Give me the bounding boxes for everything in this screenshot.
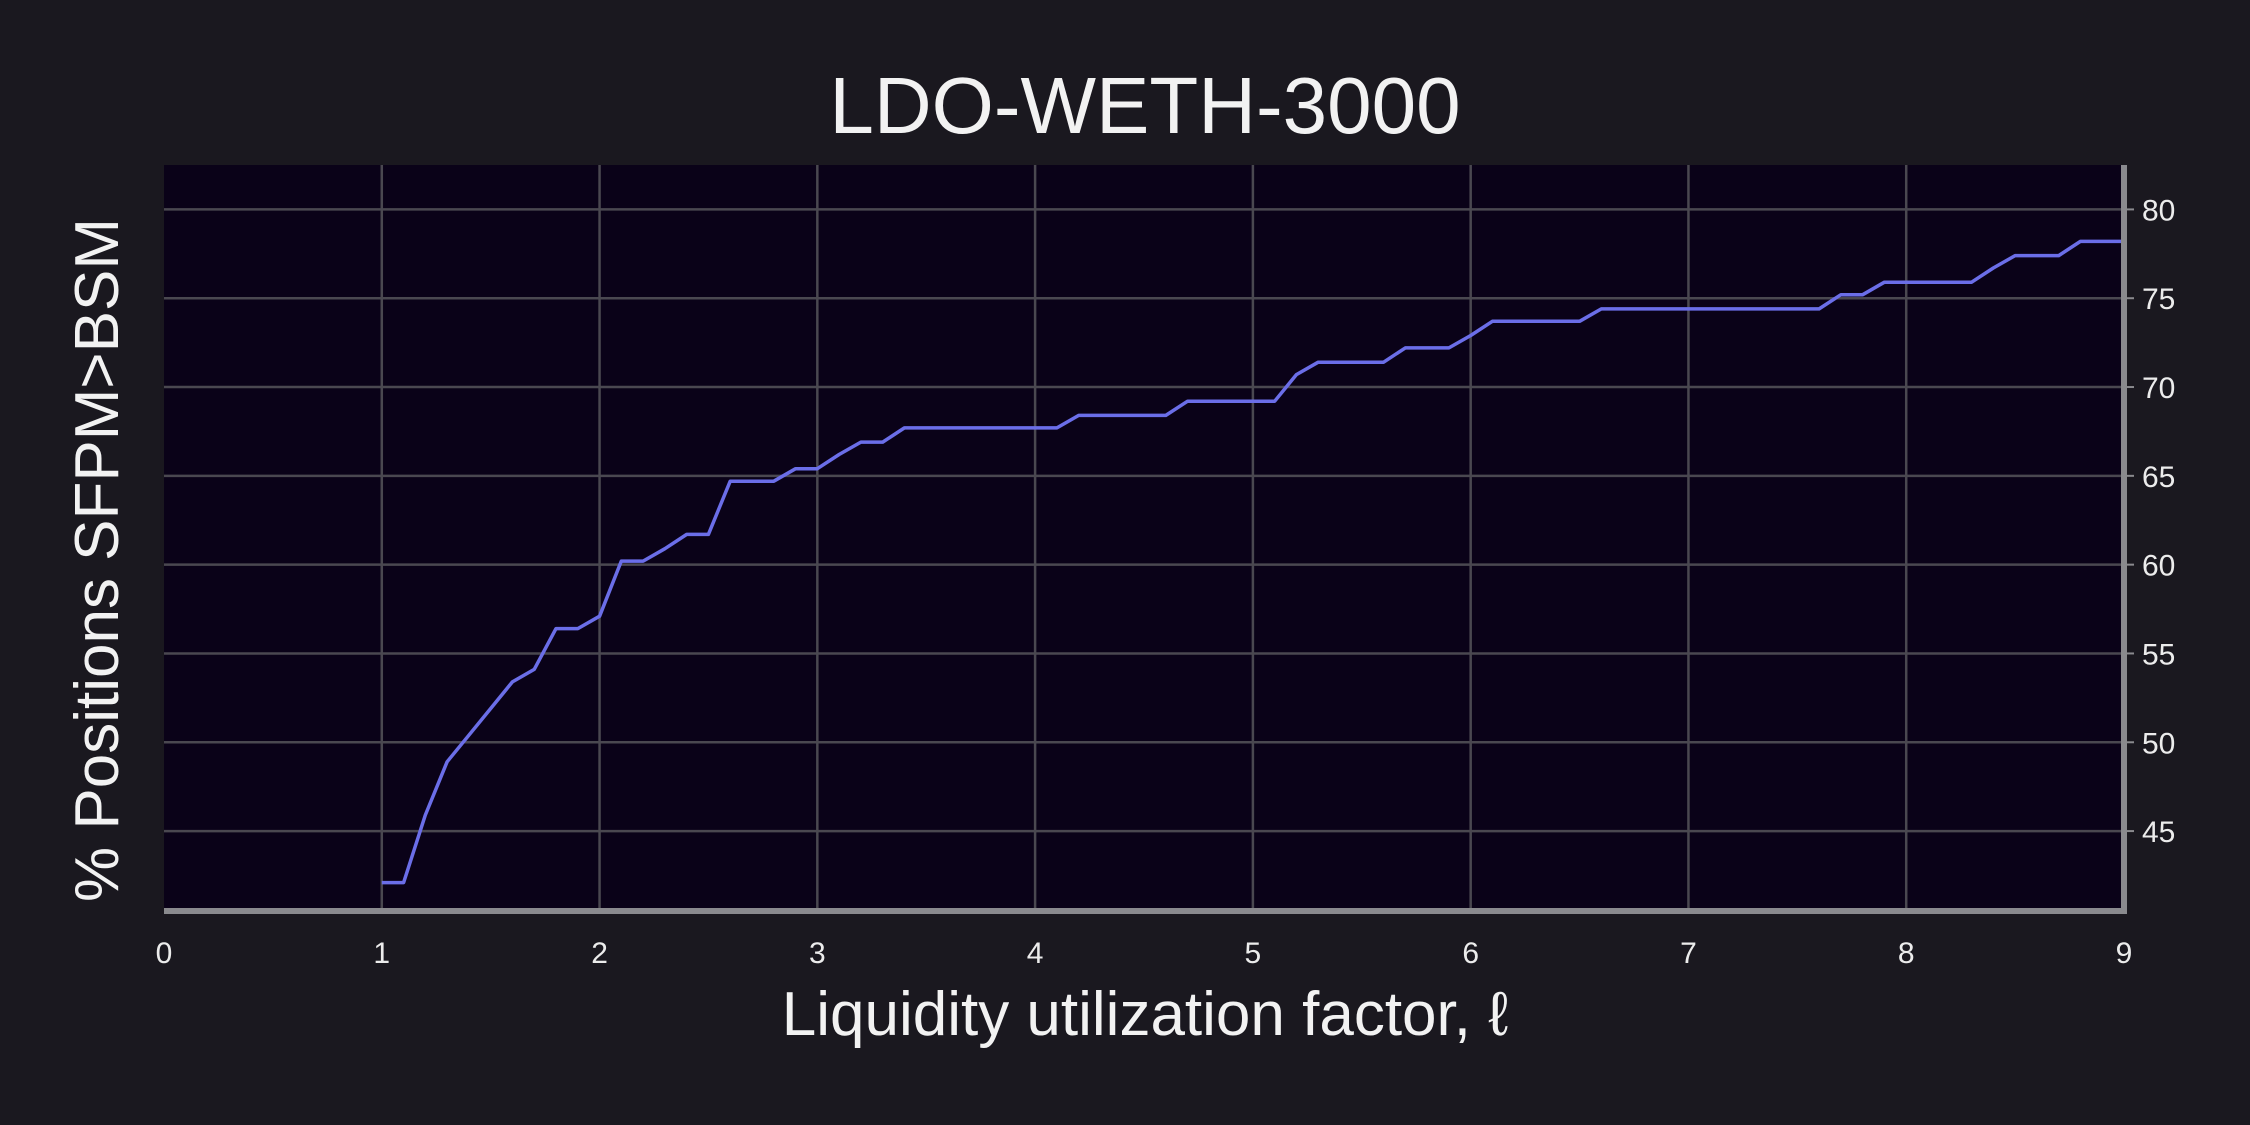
axes: [164, 165, 2134, 914]
y-axis-label: % Positions SFPM>BSM: [63, 218, 132, 902]
series-line: [381, 239, 2124, 885]
x-tick-label: 1: [373, 937, 390, 970]
plot-area: [164, 165, 2124, 911]
y-tick-label: 55: [2142, 638, 2175, 671]
chart-title: LDO-WETH-3000: [829, 61, 1460, 150]
x-tick-label: 7: [1680, 937, 1697, 970]
x-tick-label: 5: [1245, 937, 1262, 970]
series-layer: [381, 239, 2124, 885]
x-tick-label: 4: [1027, 937, 1044, 970]
y-tick-label: 70: [2142, 372, 2175, 405]
y-tick-label: 75: [2142, 283, 2175, 316]
x-tick-label: 9: [2116, 937, 2133, 970]
x-tick-label: 2: [591, 937, 608, 970]
x-axis-label: Liquidity utilization factor, ℓ: [782, 980, 1509, 1049]
y-tick-label: 50: [2142, 727, 2175, 760]
y-tick-label: 60: [2142, 550, 2175, 583]
x-tick-label: 3: [809, 937, 826, 970]
x-tick-label: 0: [156, 937, 173, 970]
x-tick-label: 6: [1462, 937, 1479, 970]
y-tick-label: 65: [2142, 461, 2175, 494]
x-tick-label: 8: [1898, 937, 1915, 970]
y-tick-label: 80: [2142, 194, 2175, 227]
y-tick-label: 45: [2142, 816, 2175, 849]
